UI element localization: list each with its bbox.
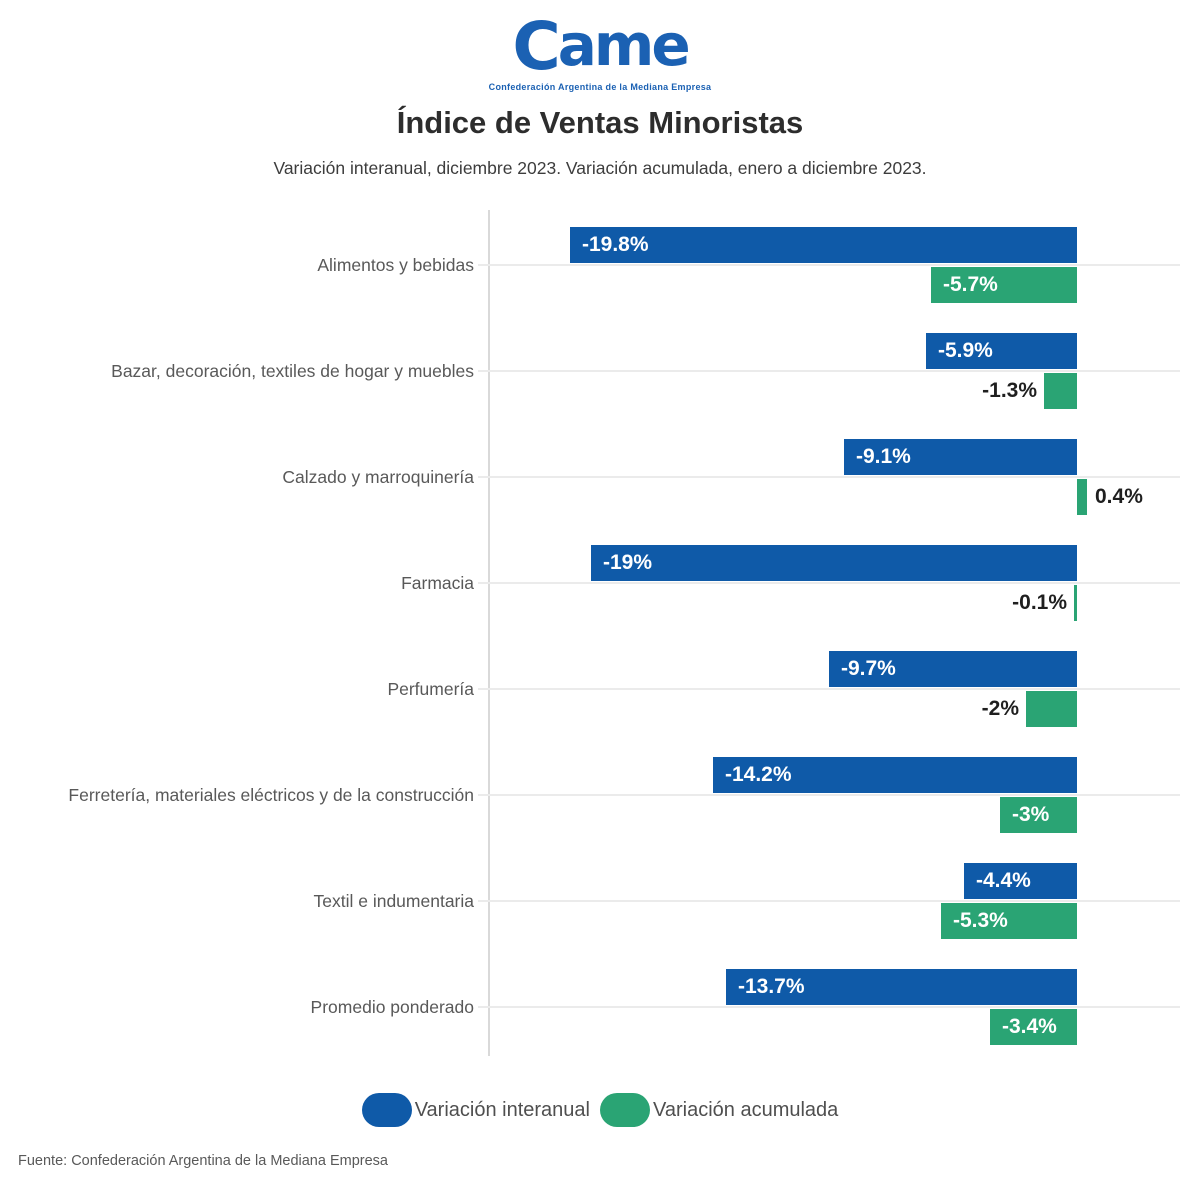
category-label: Bazar, decoración, textiles de hogar y m… [111,360,474,381]
legend-label-acumulada: Variación acumulada [653,1098,839,1121]
legend-swatch-acumulada-icon [600,1093,650,1127]
chart-subtitle: Variación interanual, diciembre 2023. Va… [273,158,927,178]
bar-interanual: -13.7% [726,969,1077,1005]
bar-value-label: -3% [1012,803,1050,826]
bar-value-label: -19% [603,551,653,574]
bar-value-label: -5.7% [943,273,998,296]
legend-label-interanual: Variación interanual [414,1098,590,1121]
bar-acumulada [1026,691,1077,727]
category-label: Perfumería [387,678,474,699]
bar-interanual: -9.1% [844,439,1077,475]
bar-value-label: -5.9% [938,339,993,362]
category-gridline [478,1006,1180,1008]
bar-value-label: -9.1% [856,445,911,468]
category-gridline [478,794,1180,796]
bar-value-label: -1.3% [982,379,1037,402]
bar-interanual: -4.4% [964,863,1077,899]
y-axis-line [488,210,490,1056]
bar-interanual: -5.9% [926,333,1077,369]
bar-interanual: -19% [591,545,1077,581]
category-label: Ferretería, materiales eléctricos y de l… [68,784,474,805]
category-gridline [478,264,1180,266]
came-logo-tagline: Confederación Argentina de la Mediana Em… [488,82,712,92]
bar-interanual: -9.7% [829,651,1077,687]
came-logo: Came Confederación Argentina de la Media… [0,14,1200,92]
category-label: Promedio ponderado [310,996,474,1017]
bar-interanual: -14.2% [713,757,1077,793]
legend: Variación interanual Variación acumulada [0,1093,1200,1127]
category-gridline [478,582,1180,584]
bar-value-label: -3.4% [1002,1015,1057,1038]
category-gridline [478,370,1180,372]
category-label: Textil e indumentaria [313,890,475,911]
legend-item-interanual: Variación interanual [361,1093,590,1127]
bar-value-label: -0.1% [1012,591,1067,614]
source-note: Fuente: Confederación Argentina de la Me… [18,1153,388,1169]
bar-acumulada: -5.3% [941,903,1077,939]
bar-acumulada [1077,479,1087,515]
bar-value-label: -13.7% [738,975,805,998]
bar-acumulada [1044,373,1077,409]
bar-value-label: -5.3% [953,909,1008,932]
bar-acumulada [1074,585,1077,621]
bar-value-label: 0.4% [1095,485,1143,508]
bar-interanual: -19.8% [570,227,1077,263]
came-logo-c-icon: C [512,8,560,85]
bar-value-label: -19.8% [582,233,649,256]
bar-acumulada: -5.7% [931,267,1077,303]
came-logo-wordmark: Came [512,8,690,85]
legend-swatch-interanual-icon [361,1093,412,1127]
category-gridline [478,688,1180,690]
bar-value-label: -9.7% [841,657,896,680]
bar-value-label: -4.4% [976,869,1031,892]
chart-title: Índice de Ventas Minoristas [396,105,804,140]
category-label: Calzado y marroquinería [282,466,474,487]
category-label: Alimentos y bebidas [317,254,474,275]
legend-item-acumulada: Variación acumulada [600,1093,838,1127]
bar-value-label: -14.2% [725,763,792,786]
bar-acumulada: -3% [1000,797,1077,833]
category-gridline [478,900,1180,902]
category-label: Farmacia [401,572,474,593]
category-gridline [478,476,1180,478]
bar-acumulada: -3.4% [990,1009,1077,1045]
bar-value-label: -2% [981,697,1019,720]
